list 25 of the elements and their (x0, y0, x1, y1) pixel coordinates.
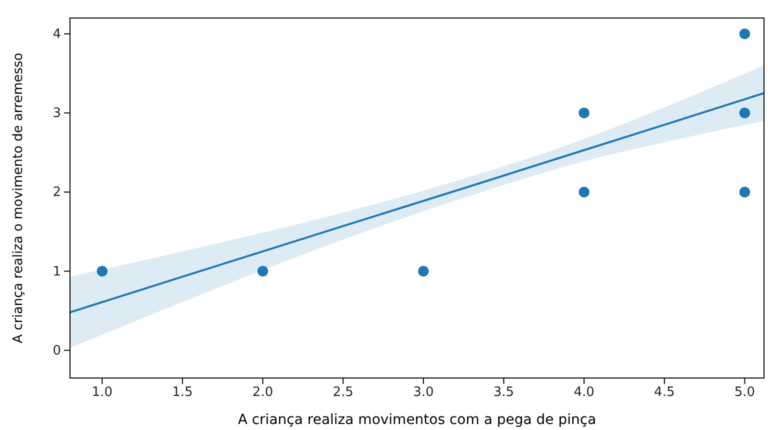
point (578, 186, 590, 198)
y-tick-label: 3 (52, 106, 61, 122)
x-axis-title: A criança realiza movimentos com a pega de pinça (238, 412, 596, 428)
point (418, 266, 429, 277)
line-series (69, 92, 765, 314)
point (578, 108, 590, 118)
x-tick-label: 1.0 (92, 385, 112, 400)
x-tick-label: 3.5 (493, 385, 514, 400)
x-tick-label: 2.5 (332, 385, 354, 400)
y-tick-label: 1 (52, 264, 61, 280)
point (257, 266, 268, 277)
x-tick-label: 2.0 (252, 385, 274, 400)
point (739, 108, 750, 118)
x-tick-label: 3.0 (413, 385, 434, 400)
point (739, 186, 750, 198)
y-axis-title: A criança realiza o movimento de arremesso (11, 52, 26, 344)
y-tick-label: 0 (52, 343, 61, 358)
point (739, 28, 750, 40)
x-tick-label: 5.0 (734, 385, 756, 400)
point (96, 266, 108, 277)
y-tick-label: 2 (52, 185, 61, 200)
x-tick-label: 4.5 (654, 385, 675, 400)
x-tick-label: 1.5 (172, 385, 193, 400)
y-tick-label: 4 (52, 26, 61, 42)
x-tick-label: 4.0 (574, 385, 594, 400)
